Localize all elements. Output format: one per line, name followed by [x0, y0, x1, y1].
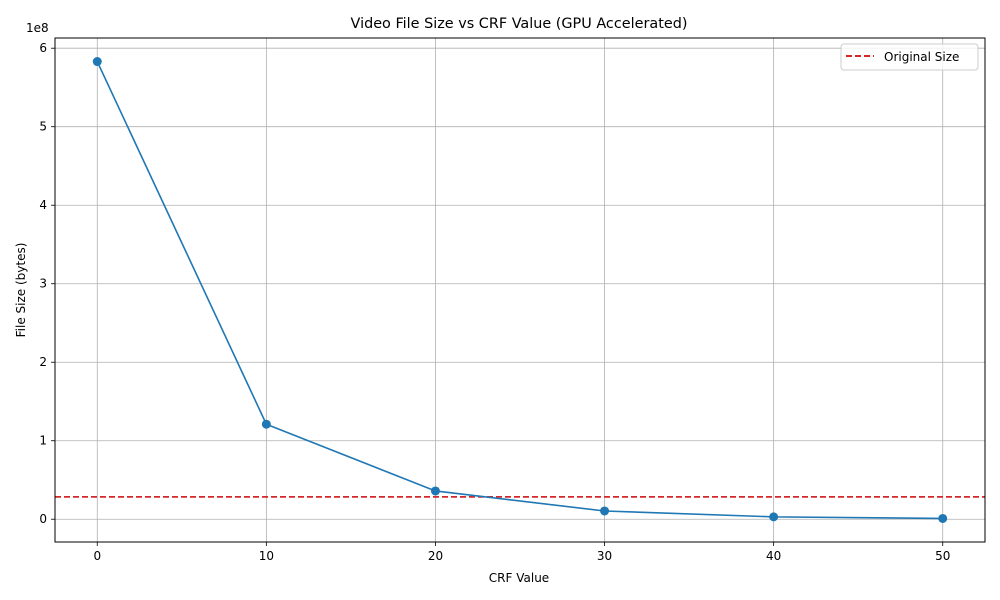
y-tick-label: 2 — [39, 355, 47, 369]
y-tick-label: 3 — [39, 277, 47, 291]
y-tick-label: 4 — [39, 198, 47, 212]
chart-title: Video File Size vs CRF Value (GPU Accele… — [351, 16, 688, 32]
x-tick-label: 40 — [766, 549, 781, 563]
data-point — [430, 486, 440, 496]
x-tick-label: 20 — [428, 549, 443, 563]
x-tick-label: 10 — [259, 549, 274, 563]
data-point — [600, 506, 610, 516]
legend-box — [840, 43, 979, 71]
x-tick-label: 0 — [93, 549, 101, 563]
grid — [55, 38, 985, 542]
x-tick-label: 30 — [597, 549, 612, 563]
y-axis-ticks: 0 1 2 3 4 5 6 — [39, 41, 55, 526]
y-axis-label: File Size (bytes) — [14, 243, 28, 338]
y-tick-label: 1 — [39, 434, 47, 448]
x-axis-label: CRF Value — [489, 571, 549, 585]
series-line — [96, 61, 943, 520]
data-point — [938, 513, 948, 523]
legend-label-original-size: Original Size — [884, 50, 959, 64]
x-axis-ticks: 0 10 20 30 40 50 — [93, 542, 950, 563]
y-tick-label: 6 — [39, 41, 47, 55]
data-point — [769, 512, 779, 522]
y-tick-label: 5 — [39, 120, 47, 134]
data-point — [261, 419, 271, 429]
y-tick-label: 0 — [39, 512, 47, 526]
x-tick-label: 50 — [935, 549, 950, 563]
data-point — [92, 57, 102, 67]
y-axis-offset-label: 1e8 — [26, 21, 49, 35]
plot-frame — [54, 37, 986, 543]
legend: Original Size — [840, 43, 979, 71]
series-layer — [92, 57, 948, 523]
